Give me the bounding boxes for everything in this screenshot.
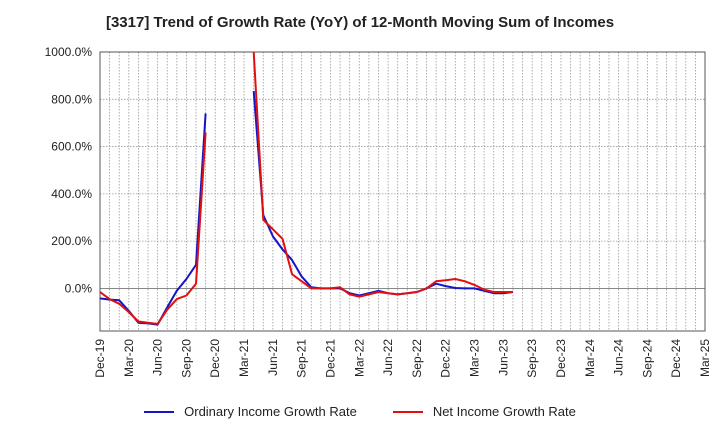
y-tick-label: 400.0% — [51, 187, 92, 201]
legend: Ordinary Income Growth Rate Net Income G… — [0, 404, 720, 419]
x-tick-label: Jun-24 — [612, 339, 626, 376]
x-tick-label: Sep-22 — [410, 339, 424, 378]
x-tick-label: Dec-21 — [323, 339, 337, 378]
legend-swatch-ordinary — [144, 410, 175, 413]
y-tick-label: 1000.0% — [45, 45, 93, 59]
x-tick-label: Mar-25 — [698, 339, 712, 377]
series-line-net-income — [252, 51, 513, 298]
x-tick-label: Mar-23 — [468, 339, 482, 377]
legend-item-net: Net Income Growth Rate — [392, 404, 576, 419]
x-tick-label: Sep-23 — [525, 339, 539, 378]
x-tick-label: Sep-24 — [640, 339, 654, 378]
legend-label-net: Net Income Growth Rate — [432, 404, 576, 419]
x-tick-label: Dec-22 — [439, 339, 453, 378]
y-tick-label: 0.0% — [65, 281, 93, 295]
legend-item-ordinary: Ordinary Income Growth Rate — [144, 404, 357, 419]
y-tick-label: 200.0% — [51, 234, 92, 248]
plot-frame — [99, 51, 706, 332]
x-tick-label: Jun-22 — [381, 339, 395, 376]
x-tick-label: Dec-19 — [93, 339, 107, 378]
series-line-net-income — [100, 132, 207, 325]
x-tick-label: Dec-23 — [554, 339, 568, 378]
x-tick-label: Mar-24 — [583, 339, 597, 377]
x-tick-label: Mar-21 — [237, 339, 251, 377]
x-tick-label: Dec-24 — [669, 339, 683, 378]
y-tick-label: 600.0% — [51, 140, 92, 154]
chart-title: [3317] Trend of Growth Rate (YoY) of 12-… — [105, 14, 615, 31]
x-tick-label: Mar-20 — [122, 339, 136, 377]
legend-label-ordinary: Ordinary Income Growth Rate — [184, 404, 357, 419]
x-tick-label: Sep-21 — [295, 339, 309, 378]
x-tick-label: Jun-21 — [266, 339, 280, 376]
x-tick-label: Mar-22 — [352, 339, 366, 377]
x-tick-label: Sep-20 — [179, 339, 193, 378]
x-tick-label: Jun-23 — [496, 339, 510, 376]
series-line-ordinary-income — [252, 90, 514, 297]
x-tick-label: Dec-20 — [208, 339, 222, 378]
x-tick-label: Jun-20 — [151, 339, 165, 376]
legend-swatch-net — [392, 410, 423, 413]
y-tick-label: 800.0% — [51, 92, 92, 106]
